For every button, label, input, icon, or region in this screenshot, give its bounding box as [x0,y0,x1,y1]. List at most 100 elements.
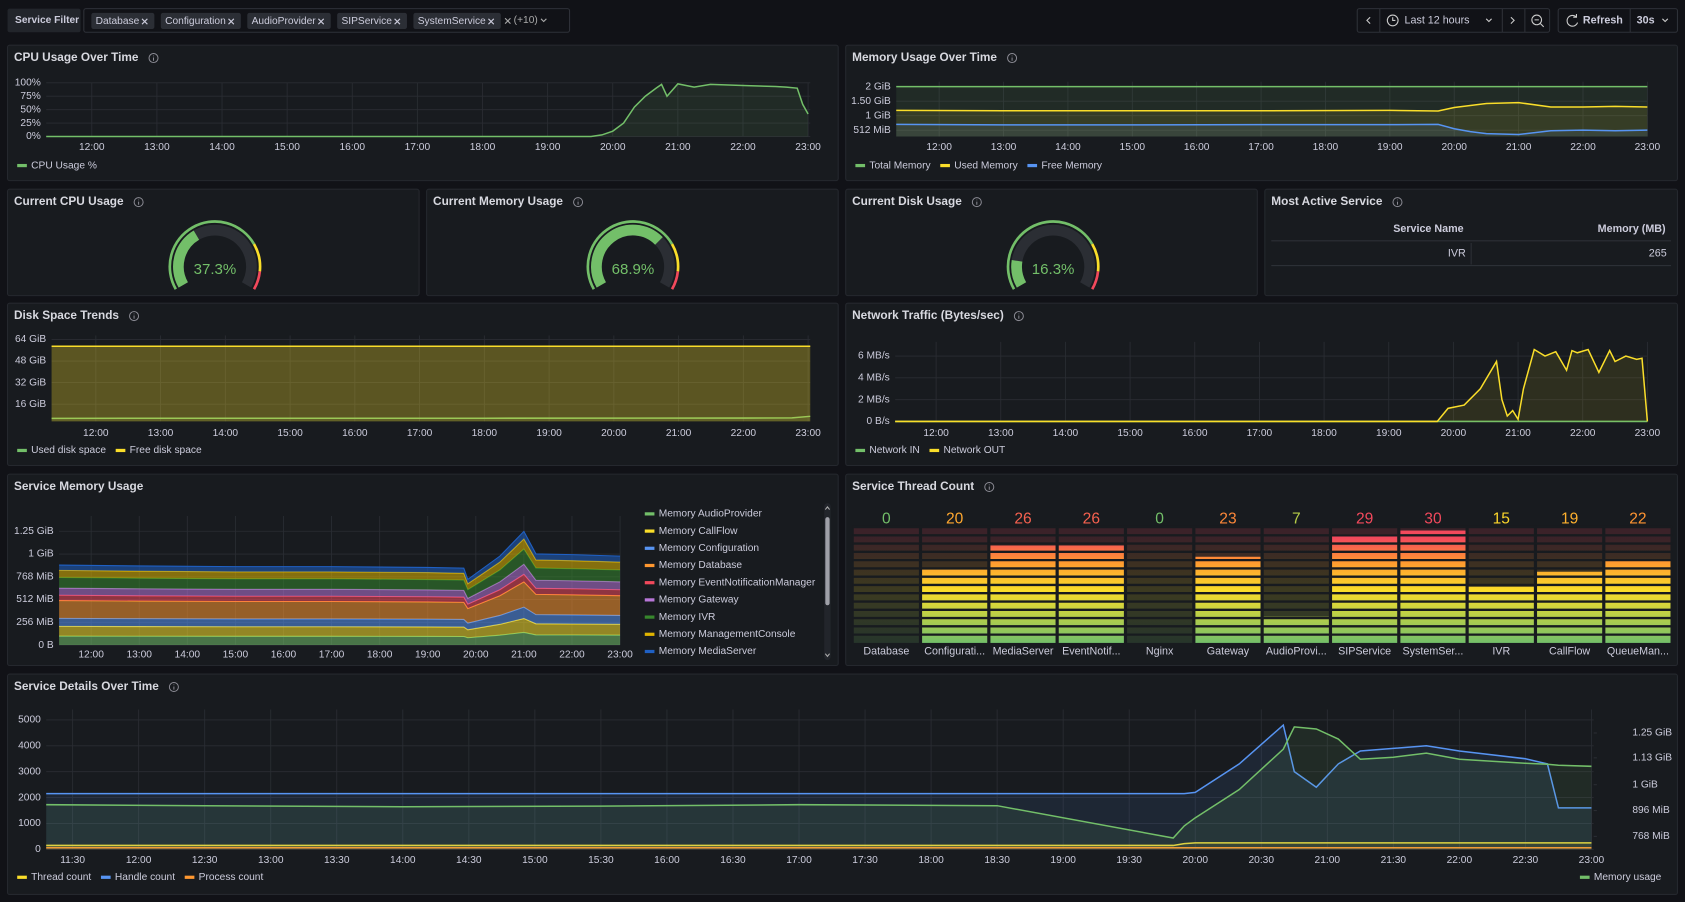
chip-remove[interactable] [488,18,495,25]
info-icon[interactable] [133,197,144,208]
legend-item[interactable]: Handle count [100,872,175,883]
x-tick-label: 21:00 [1315,855,1341,866]
info-icon[interactable] [573,197,584,208]
bar [922,567,988,643]
y-tick-label: 0 B/s [867,416,890,427]
table-cell: 265 [1649,248,1667,260]
chip-remove[interactable] [228,18,235,25]
x-tick-label: 12:00 [926,142,952,153]
x-tick-label: 11:30 [60,855,85,866]
legend-item[interactable]: Free Memory [1027,160,1103,171]
legend-item[interactable]: Memory EventNotificationManager [644,577,816,588]
chip-remove[interactable] [394,18,401,25]
bar-label: Configurati... [924,645,985,657]
x-tick-label: 15:00 [522,855,548,866]
legend-item[interactable]: Memory Configuration [644,543,760,554]
legend-item[interactable]: Network OUT [929,445,1005,456]
gauge-value [591,224,663,288]
legend-item[interactable]: Memory Gateway [644,595,740,606]
more-filters[interactable]: (+10) [514,15,538,26]
filter-chip[interactable]: SIPService [337,12,407,30]
info-icon[interactable] [984,482,995,493]
legend-item[interactable]: Used disk space [17,445,106,456]
legend-item[interactable]: Memory CallFlow [644,526,738,537]
info-icon[interactable] [971,197,982,208]
info-icon[interactable] [168,681,179,692]
y-tick-label: 3000 [18,766,41,777]
panel [6,188,420,297]
bar-value: 19 [1561,510,1578,527]
clock-hand [1392,17,1396,21]
info-icon[interactable] [1392,197,1403,208]
table-cell: IVR [1448,248,1466,260]
filter-chip[interactable]: SystemService [413,12,501,30]
x-tick-label: 17:00 [1248,142,1274,153]
y2-tick-label: 1.13 GiB [1632,753,1672,764]
legend-item[interactable]: Memory MediaServer [644,646,757,657]
chip-remove[interactable] [317,18,325,25]
table-header: Service Name [1393,223,1463,235]
y2-tick-label: 1.25 GiB [1632,728,1672,739]
x-tick-label: 17:00 [407,428,433,439]
zoom-out[interactable] [1531,14,1543,26]
legend-item[interactable]: Total Memory [855,160,931,171]
panel-title: Current Disk Usage [852,194,962,208]
chip-remove[interactable] [141,18,148,25]
legend-item[interactable]: Used Memory [940,160,1019,171]
x-tick-label: 13:00 [144,142,170,153]
gauge-label: 16.3% [1032,261,1075,278]
next-button[interactable] [1510,16,1515,25]
time-range[interactable]: Last 12 hours [1405,14,1470,26]
chip-label: AudioProvider [252,16,317,27]
refresh-button[interactable]: Refresh [1583,14,1623,26]
x-tick-label: 16:00 [1182,428,1208,439]
x-tick-label: 12:00 [78,649,104,660]
x-tick-label: 20:00 [600,142,626,153]
area-fill [896,86,1648,137]
panel-title: Current CPU Usage [14,194,124,208]
x-tick-label: 19:00 [535,142,561,153]
stacked-band [59,581,621,624]
x-tick-label: 22:00 [1570,142,1596,153]
legend-item[interactable]: CPU Usage % [17,160,97,171]
info-icon[interactable] [1013,311,1024,322]
legend-item[interactable]: Memory AudioProvider [644,509,763,520]
info-icon[interactable] [148,53,159,64]
prev-button[interactable] [1366,16,1371,25]
panel [426,188,839,297]
gauge-threshold [1091,271,1100,290]
legend-item[interactable]: Memory usage [1579,872,1662,883]
legend-item[interactable]: Memory Database [644,560,743,571]
legend-item[interactable]: Thread count [17,872,91,883]
x-tick-label: 18:00 [470,142,496,153]
y-tick-label: 25% [20,118,40,129]
x-tick-label: 14:00 [390,855,416,866]
legend-item[interactable]: Network IN [855,445,920,456]
scrollbar-thumb[interactable] [825,517,830,606]
x-tick-label: 19:00 [1377,142,1403,153]
series-line [51,415,811,420]
x-tick-label: 12:00 [923,428,949,439]
area-fill [46,726,1592,850]
info-icon[interactable] [1007,53,1018,64]
info-icon[interactable] [129,311,140,322]
x-tick-label: 16:30 [720,855,746,866]
legend-label: CPU Usage % [31,160,97,171]
legend-item[interactable]: Memory ManagementConsole [644,629,796,640]
chevron [1485,18,1492,23]
filter-chip[interactable]: Database [91,12,155,30]
refresh-interval[interactable]: 30s [1637,14,1655,26]
legend-item[interactable]: Free disk space [115,445,202,456]
clear-icon[interactable] [504,17,511,25]
filter-chip[interactable]: AudioProvider [247,12,331,30]
stacked-band [59,564,621,605]
legend-item[interactable]: Memory IVR [644,612,716,623]
panel [6,673,1679,896]
area-fill [51,346,811,422]
x-tick-label: 14:00 [175,649,201,660]
x-tick-label: 13:00 [126,649,152,660]
legend-item[interactable]: Process count [184,872,264,883]
filter-chip[interactable]: Configuration [160,12,241,30]
x-tick-label: 14:00 [1055,142,1081,153]
